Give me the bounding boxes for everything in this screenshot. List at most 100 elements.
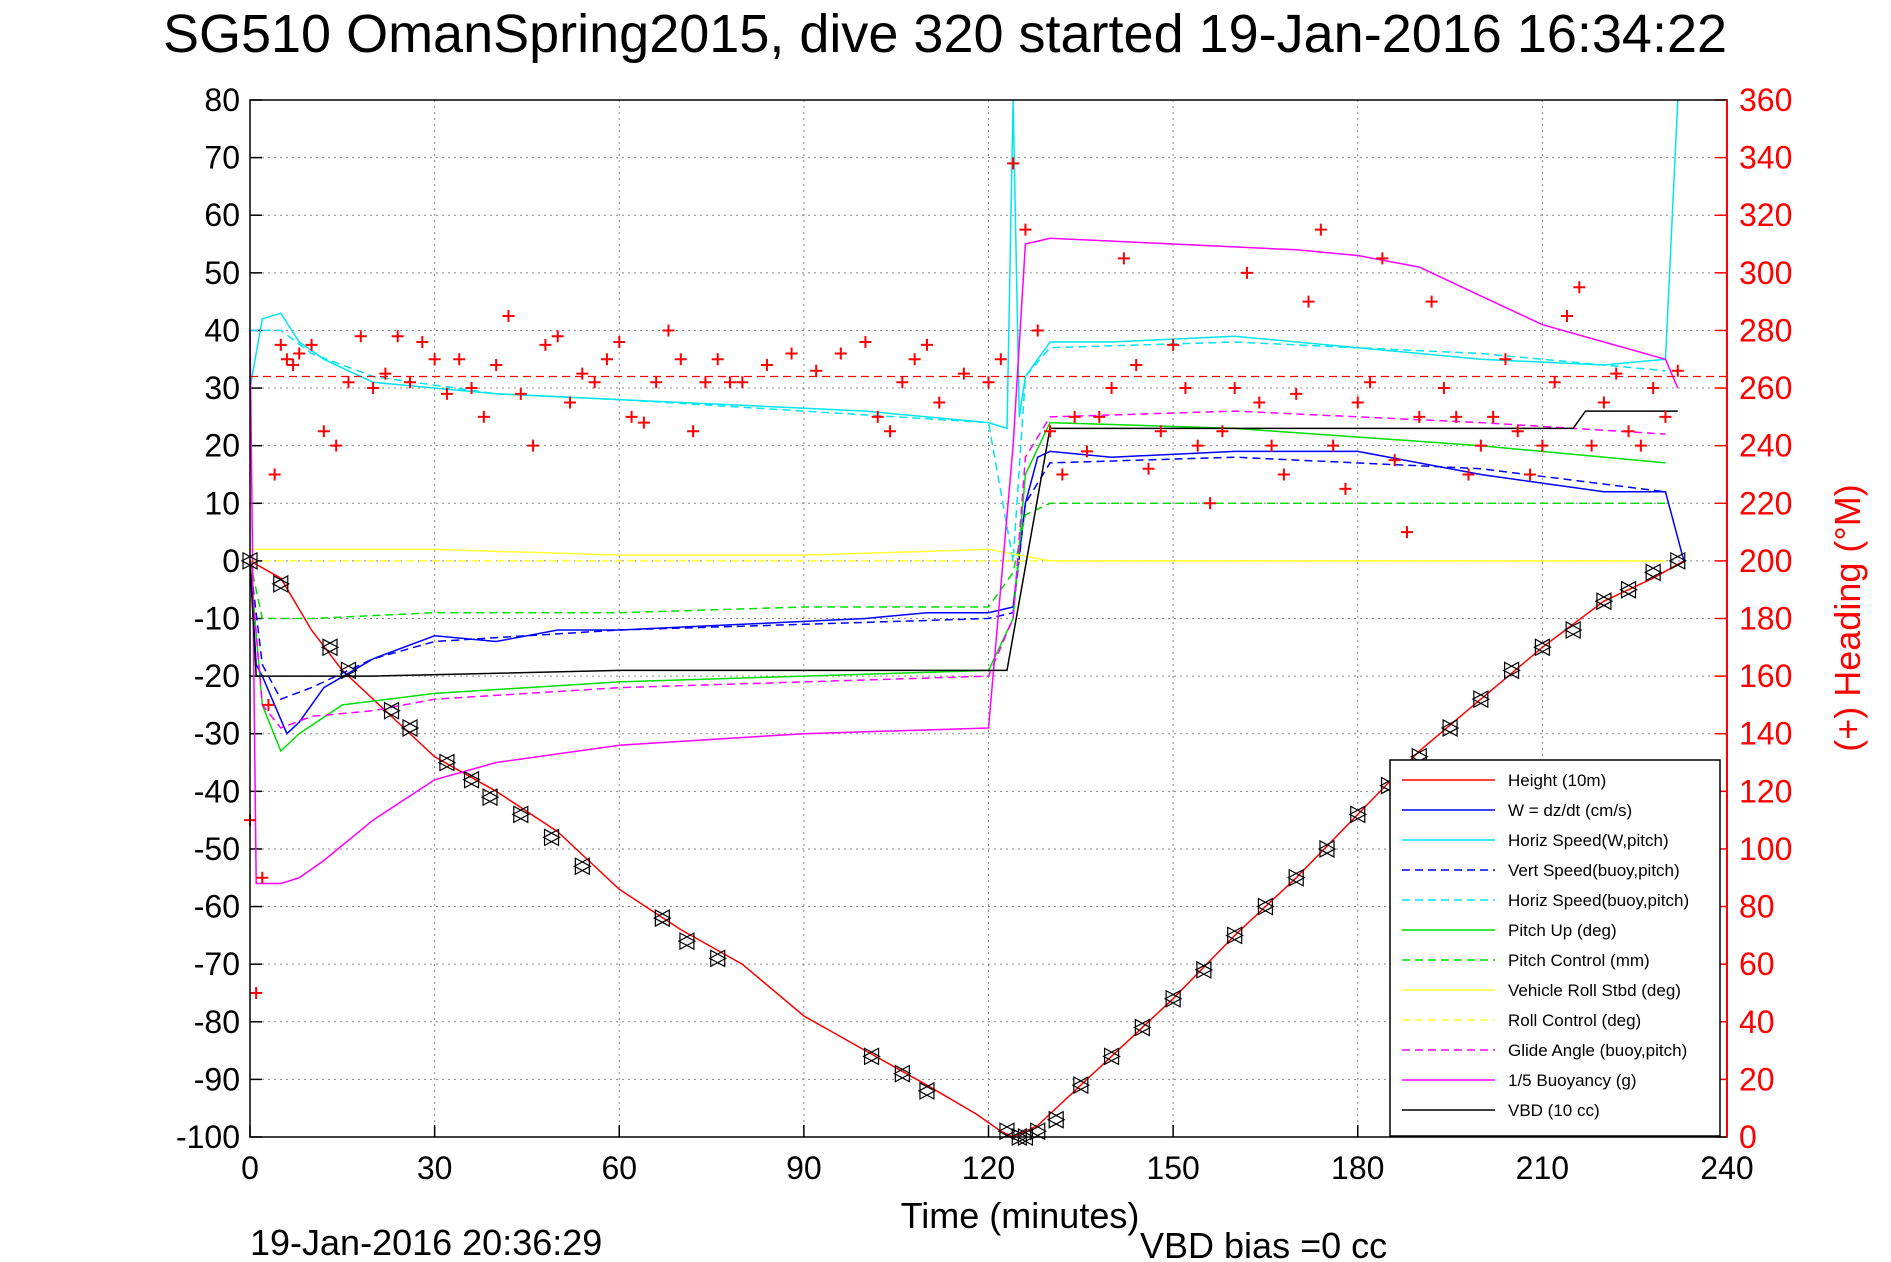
series-line bbox=[249, 410, 1678, 677]
heading-point bbox=[1610, 367, 1623, 380]
legend: Height (10m) W = dz/dt (cm/s) Horiz Speed(… bbox=[1389, 759, 1721, 1137]
tick-label-left: 0 bbox=[222, 543, 240, 579]
height-marker-back bbox=[542, 828, 560, 847]
tick-label-left: -20 bbox=[194, 658, 240, 694]
heading-point bbox=[760, 359, 773, 372]
heading-point bbox=[1536, 439, 1549, 452]
tick-label-right: 280 bbox=[1739, 312, 1792, 348]
height-marker-back bbox=[511, 805, 529, 824]
heading-point bbox=[514, 387, 527, 400]
heading-point bbox=[274, 338, 287, 351]
heading-point bbox=[1425, 295, 1438, 308]
heading-point bbox=[1191, 439, 1204, 452]
heading-point bbox=[687, 425, 700, 438]
heading-layer bbox=[244, 157, 1727, 999]
legend-label: Pitch Control (mm) bbox=[1508, 951, 1650, 970]
heading-point bbox=[1364, 376, 1377, 389]
heading-point bbox=[391, 330, 404, 343]
tick-label-x: 240 bbox=[1700, 1150, 1753, 1186]
series-line bbox=[250, 329, 1666, 562]
heading-point bbox=[1388, 454, 1401, 467]
heading-point bbox=[1622, 425, 1635, 438]
heading-point bbox=[785, 347, 798, 360]
heading-point bbox=[280, 353, 293, 366]
heading-point bbox=[287, 359, 300, 372]
series-line bbox=[249, 99, 1679, 430]
tick-label-right: 140 bbox=[1739, 716, 1792, 752]
heading-point bbox=[1031, 324, 1044, 337]
heading-point bbox=[1351, 396, 1364, 409]
height-marker-back bbox=[437, 753, 455, 772]
tick-label-left: -90 bbox=[194, 1061, 240, 1097]
tick-label-left: -30 bbox=[194, 716, 240, 752]
tick-label-left: 50 bbox=[204, 255, 240, 291]
heading-point bbox=[1474, 439, 1487, 452]
heading-point bbox=[1142, 462, 1155, 475]
series-line bbox=[249, 450, 1685, 735]
height-marker-back bbox=[677, 932, 695, 951]
heading-point bbox=[256, 871, 269, 884]
heading-point bbox=[342, 376, 355, 389]
legend-label: W = dz/dt (cm/s) bbox=[1508, 801, 1632, 820]
heading-point bbox=[1524, 468, 1537, 481]
height-marker-back bbox=[1286, 868, 1304, 887]
legend-label: Roll Control (deg) bbox=[1508, 1011, 1641, 1030]
heading-point bbox=[477, 410, 490, 423]
legend-label: Horiz Speed(W,pitch) bbox=[1508, 831, 1669, 850]
tick-label-left: -80 bbox=[194, 1004, 240, 1040]
heading-point bbox=[1080, 445, 1093, 458]
tick-label-right: 80 bbox=[1739, 889, 1775, 925]
heading-point bbox=[1400, 526, 1413, 539]
tick-label-left: 60 bbox=[204, 197, 240, 233]
heading-point bbox=[404, 376, 417, 389]
tick-label-right: 60 bbox=[1739, 946, 1775, 982]
heading-point bbox=[1597, 396, 1610, 409]
legend-label: Horiz Speed(buoy,pitch) bbox=[1508, 891, 1689, 910]
heading-point bbox=[268, 468, 281, 481]
height-marker-back bbox=[320, 638, 338, 657]
heading-point bbox=[1339, 482, 1352, 495]
heading-point bbox=[1573, 281, 1586, 294]
heading-point bbox=[428, 353, 441, 366]
heading-point bbox=[330, 439, 343, 452]
tick-label-x: 0 bbox=[241, 1150, 259, 1186]
heading-point bbox=[896, 376, 909, 389]
heading-point bbox=[1117, 252, 1130, 265]
series-layer bbox=[249, 99, 1685, 1138]
heading-point bbox=[1634, 439, 1647, 452]
heading-point bbox=[1499, 353, 1512, 366]
heading-point bbox=[453, 353, 466, 366]
heading-point bbox=[1302, 295, 1315, 308]
heading-point bbox=[1130, 359, 1143, 372]
heading-point bbox=[736, 376, 749, 389]
height-marker-back bbox=[339, 661, 357, 680]
heading-point bbox=[416, 335, 429, 348]
heading-point bbox=[1277, 468, 1290, 481]
tick-label-left: -40 bbox=[194, 773, 240, 809]
height-marker-back bbox=[1102, 1047, 1120, 1066]
heading-point bbox=[1548, 376, 1561, 389]
heading-point bbox=[1253, 396, 1266, 409]
heading-point bbox=[711, 353, 724, 366]
heading-point bbox=[317, 425, 330, 438]
heading-point bbox=[305, 338, 318, 351]
heading-point bbox=[1290, 387, 1303, 400]
tick-label-right: 40 bbox=[1739, 1004, 1775, 1040]
heading-point bbox=[1093, 410, 1106, 423]
tick-label-right: 100 bbox=[1739, 831, 1792, 867]
tick-label-right: 220 bbox=[1739, 485, 1792, 521]
heading-point bbox=[1056, 468, 1069, 481]
chart-title: SG510 OmanSpring2015, dive 320 started 1… bbox=[163, 4, 1727, 64]
height-marker-back bbox=[1194, 960, 1212, 979]
heading-point bbox=[1487, 410, 1500, 423]
legend-label: Height (10m) bbox=[1508, 771, 1606, 790]
marker-layer bbox=[240, 551, 1688, 1146]
height-marker-back bbox=[1502, 661, 1520, 680]
heading-point bbox=[1167, 338, 1180, 351]
tick-label-left: -70 bbox=[194, 946, 240, 982]
heading-point bbox=[1154, 425, 1167, 438]
heading-point bbox=[1327, 439, 1340, 452]
legend-label: 1/5 Buoyancy (g) bbox=[1508, 1071, 1637, 1090]
series-line bbox=[249, 456, 1666, 701]
tick-label-right: 240 bbox=[1739, 428, 1792, 464]
